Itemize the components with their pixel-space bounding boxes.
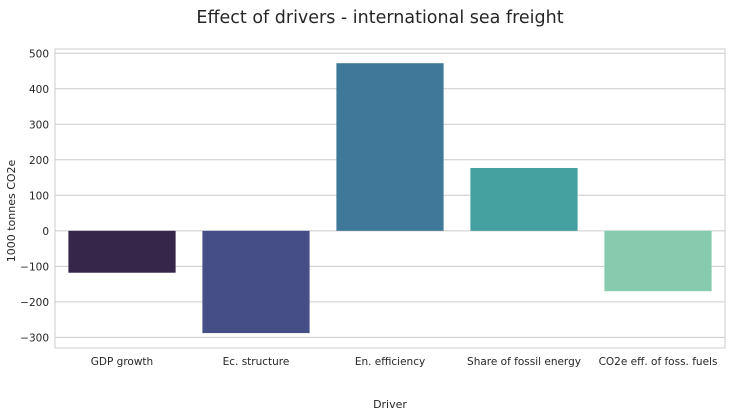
y-tick-label: 200 bbox=[29, 155, 49, 167]
y-tick-label: 400 bbox=[29, 84, 49, 96]
y-tick-label: 0 bbox=[42, 226, 49, 238]
y-tick-label: 300 bbox=[29, 119, 49, 131]
y-tick-label: 500 bbox=[29, 48, 49, 60]
x-tick-label: Share of fossil energy bbox=[467, 356, 581, 368]
chart-title: Effect of drivers - international sea fr… bbox=[196, 8, 563, 28]
x-tick-label: GDP growth bbox=[91, 356, 153, 368]
bar-co2e-eff-of-foss-fuels bbox=[604, 230, 712, 292]
y-tick-label: 100 bbox=[29, 190, 49, 202]
x-axis-label: Driver bbox=[373, 398, 407, 411]
x-tick-label: En. efficiency bbox=[355, 356, 425, 368]
bar-ec-structure bbox=[202, 230, 310, 334]
y-tick-label: −100 bbox=[20, 261, 49, 273]
bar-gdp-growth bbox=[68, 230, 176, 273]
bars bbox=[68, 63, 712, 334]
plot-frame bbox=[54, 48, 726, 349]
y-tick-label: −200 bbox=[20, 297, 49, 309]
x-tick-label: CO2e eff. of foss. fuels bbox=[599, 356, 718, 368]
bar-share-of-fossil-energy bbox=[470, 167, 578, 231]
x-tick-labels: GDP growth Ec. structure En. efficiency Sha… bbox=[91, 356, 718, 368]
bar-en-efficiency bbox=[336, 63, 444, 231]
x-tick-label: Ec. structure bbox=[223, 356, 290, 368]
y-axis-label: 1000 tonnes CO2e bbox=[5, 159, 18, 262]
y-tick-labels: −300 −200 −100 0 100 200 300 400 500 bbox=[20, 48, 49, 344]
y-tick-label: −300 bbox=[20, 332, 49, 344]
